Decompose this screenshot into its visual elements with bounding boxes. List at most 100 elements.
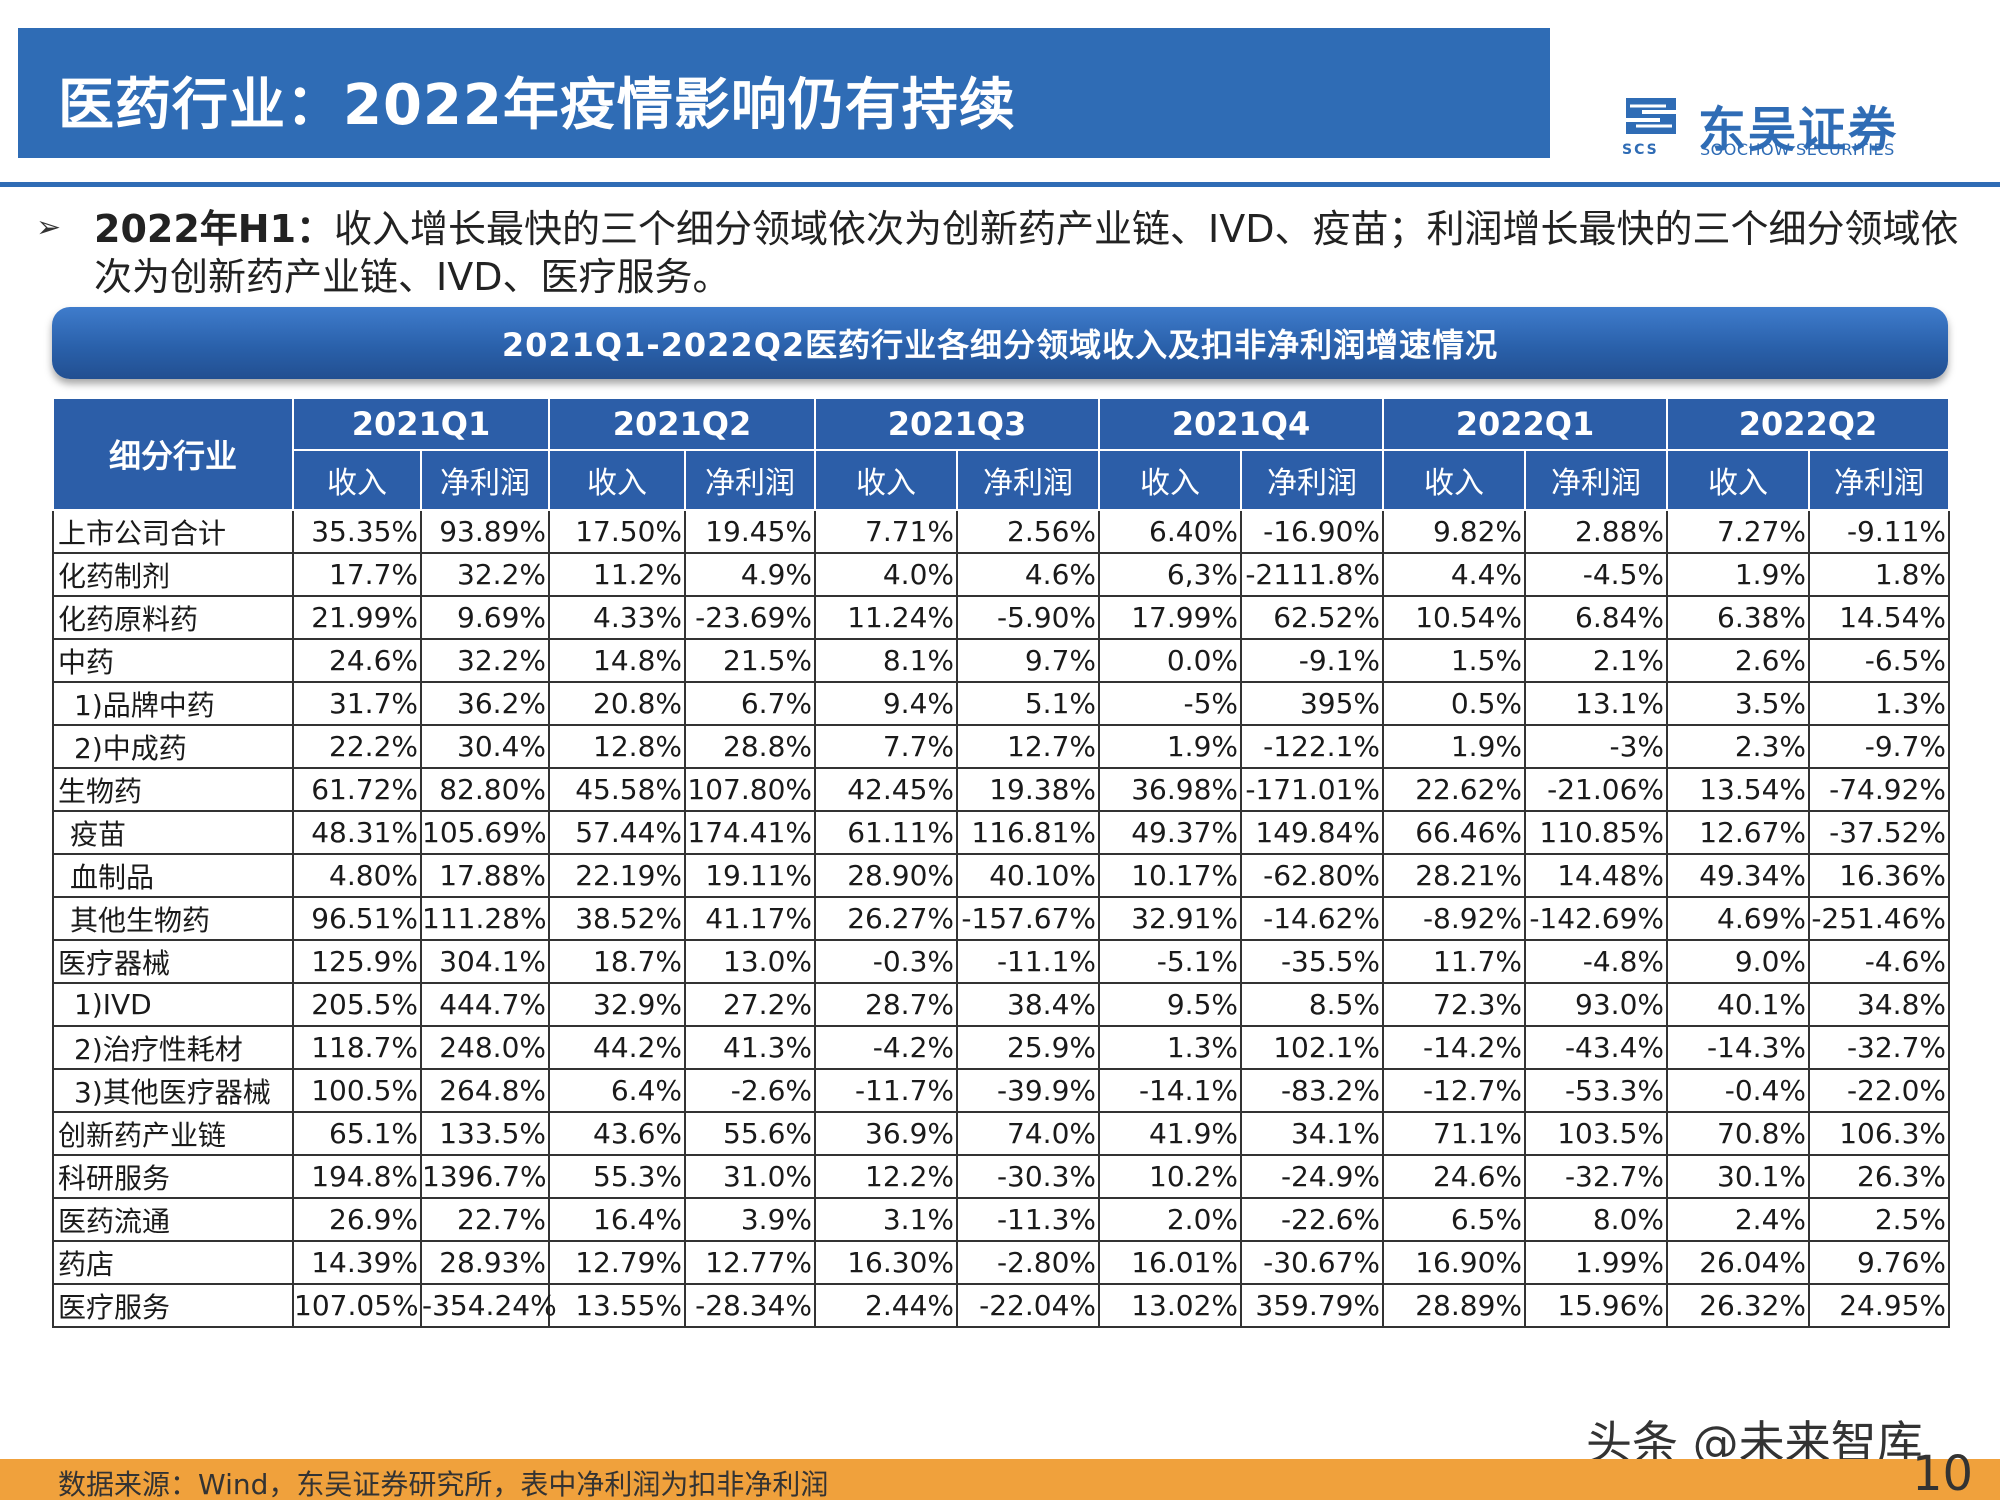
table-row: 3)其他医疗器械 100.5% 264.8% 6.4% -2.6% -11.7%… [52, 1068, 1950, 1113]
page-title: 医药行业：2022年疫情影响仍有持续 [58, 73, 1016, 138]
row-label: 化药原料药 [52, 595, 294, 640]
table-cell: 13.0% [684, 939, 816, 984]
table-cell: 57.44% [548, 810, 686, 855]
table-cell: 62.52% [1240, 595, 1384, 640]
table-cell: 40.1% [1666, 982, 1810, 1027]
table-row: 其他生物药 96.51% 111.28% 38.52% 41.17% 26.27… [52, 896, 1950, 941]
table-cell: -11.1% [956, 939, 1100, 984]
table-row: 1)品牌中药 31.7% 36.2% 20.8% 6.7% 9.4% 5.1% … [52, 681, 1950, 726]
table-cell: 8.5% [1240, 982, 1384, 1027]
table-row: 科研服务 194.8% 1396.7% 55.3% 31.0% 12.2% -3… [52, 1154, 1950, 1199]
logo-chinese-name: 东吴证券 [1698, 102, 1899, 158]
row-label: 2)治疗性耗材 [52, 1025, 294, 1070]
table-cell: 9.69% [420, 595, 550, 640]
table-cell: 1.9% [1098, 724, 1242, 769]
table-cell: 11.24% [814, 595, 958, 640]
table-cell: -251.46% [1808, 896, 1950, 941]
table-cell: 6.4% [548, 1068, 686, 1113]
table-cell: 19.11% [684, 853, 816, 898]
table-cell: 3.1% [814, 1197, 958, 1242]
table-cell: -9.11% [1808, 509, 1950, 554]
table-cell: 12.2% [814, 1154, 958, 1199]
quarter-header: 2022Q1 [1382, 397, 1668, 451]
logo-english-name: SOOCHOW SECURITIES [1700, 140, 1895, 159]
table-cell: -30.67% [1240, 1240, 1384, 1285]
table-cell: 18.7% [548, 939, 686, 984]
table-cell: 2.88% [1524, 509, 1668, 554]
table-cell: -5.1% [1098, 939, 1242, 984]
table-cell: -5.90% [956, 595, 1100, 640]
table-cell: 8.0% [1524, 1197, 1668, 1242]
table-cell: 15.96% [1524, 1283, 1668, 1328]
table-cell: 106.3% [1808, 1111, 1950, 1156]
table-cell: 16.4% [548, 1197, 686, 1242]
table-cell: 30.4% [420, 724, 550, 769]
table-cell: 61.11% [814, 810, 958, 855]
table-row: 化药原料药 21.99% 9.69% 4.33% -23.69% 11.24% … [52, 595, 1950, 640]
table-cell: 16.01% [1098, 1240, 1242, 1285]
table-cell: 35.35% [292, 509, 422, 554]
table-cell: 6.38% [1666, 595, 1810, 640]
table-cell: 107.80% [684, 767, 816, 812]
table-cell: 13.55% [548, 1283, 686, 1328]
profit-header: 净利润 [1808, 449, 1950, 511]
header-divider [0, 182, 2000, 187]
table-cell: 4.33% [548, 595, 686, 640]
table-cell: 65.1% [292, 1111, 422, 1156]
table-cell: 28.8% [684, 724, 816, 769]
table-cell: -22.6% [1240, 1197, 1384, 1242]
table-cell: 111.28% [420, 896, 550, 941]
table-cell: 32.91% [1098, 896, 1242, 941]
row-label: 1)品牌中药 [52, 681, 294, 726]
table-cell: -53.3% [1524, 1068, 1668, 1113]
quarter-header: 2021Q3 [814, 397, 1100, 451]
row-label: 医疗服务 [52, 1283, 294, 1328]
table-cell: 27.2% [684, 982, 816, 1027]
table-row: 药店 14.39% 28.93% 12.79% 12.77% 16.30% -2… [52, 1240, 1950, 1285]
table-cell: 13.1% [1524, 681, 1668, 726]
profit-header: 净利润 [1524, 449, 1668, 511]
table-cell: 100.5% [292, 1068, 422, 1113]
table-row: 疫苗 48.31% 105.69% 57.44% 174.41% 61.11% … [52, 810, 1950, 855]
table-cell: 9.4% [814, 681, 958, 726]
table-cell: 17.7% [292, 552, 422, 597]
table-cell: -14.62% [1240, 896, 1384, 941]
row-label: 医疗器械 [52, 939, 294, 984]
table-cell: 8.1% [814, 638, 958, 683]
table-cell: 70.8% [1666, 1111, 1810, 1156]
table-cell: 45.58% [548, 767, 686, 812]
profit-header: 净利润 [1240, 449, 1384, 511]
table-cell: -12.7% [1382, 1068, 1526, 1113]
table-cell: 16.36% [1808, 853, 1950, 898]
table-cell: 17.99% [1098, 595, 1242, 640]
table-cell: 102.1% [1240, 1025, 1384, 1070]
row-label: 血制品 [52, 853, 294, 898]
page-number: 10 [1912, 1446, 1974, 1502]
table-cell: 22.2% [292, 724, 422, 769]
table-cell: 26.32% [1666, 1283, 1810, 1328]
data-source-note: 数据来源：Wind，东吴证券研究所，表中净利润为扣非净利润 [58, 1468, 829, 1501]
revenue-header: 收入 [1666, 449, 1810, 511]
table-cell: 264.8% [420, 1068, 550, 1113]
table-cell: 2.3% [1666, 724, 1810, 769]
table-row: 医药流通 26.9% 22.7% 16.4% 3.9% 3.1% -11.3% … [52, 1197, 1950, 1242]
table-cell: 125.9% [292, 939, 422, 984]
table-cell: 6.7% [684, 681, 816, 726]
table-cell: 10.17% [1098, 853, 1242, 898]
summary-lead: 2022年H1： [94, 207, 335, 251]
table-cell: -23.69% [684, 595, 816, 640]
row-label: 创新药产业链 [52, 1111, 294, 1156]
table-cell: 2.4% [1666, 1197, 1810, 1242]
table-cell: 36.2% [420, 681, 550, 726]
row-label: 3)其他医疗器械 [52, 1068, 294, 1113]
table-cell: 34.1% [1240, 1111, 1384, 1156]
table-cell: -22.04% [956, 1283, 1100, 1328]
table-cell: -3% [1524, 724, 1668, 769]
table-cell: 110.85% [1524, 810, 1668, 855]
table-row: 2)治疗性耗材 118.7% 248.0% 44.2% 41.3% -4.2% … [52, 1025, 1950, 1070]
table-cell: 6,3% [1098, 552, 1242, 597]
logo-mark-icon [1626, 98, 1676, 134]
table-cell: 133.5% [420, 1111, 550, 1156]
table-cell: 24.95% [1808, 1283, 1950, 1328]
revenue-header: 收入 [292, 449, 422, 511]
